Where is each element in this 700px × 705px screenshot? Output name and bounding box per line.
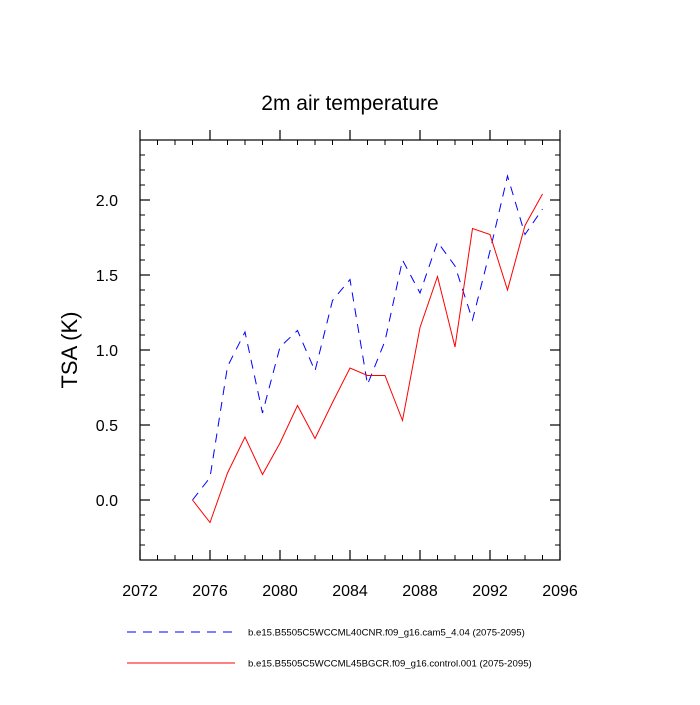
- x-tick-label: 2076: [192, 583, 228, 600]
- plot-frame: [139, 139, 561, 561]
- x-tick-label: 2088: [402, 583, 438, 600]
- series-lines: [192, 174, 543, 524]
- x-tick-label: 2072: [122, 583, 158, 600]
- legend-label-1: b.e15.B5505C5WCCML40CNR.f09_g16.cam5_4.0…: [248, 628, 525, 639]
- y-tick-label: 2.0: [96, 193, 118, 210]
- series-line-1: [192, 174, 543, 501]
- x-tick-label: 2084: [332, 583, 368, 600]
- y-axis-label: TSA (K): [57, 311, 82, 388]
- legend-label-2: b.e15.B5505C5WCCML45BGCR.f09_g16.control…: [248, 659, 532, 670]
- chart-title: 2m air temperature: [261, 92, 438, 115]
- y-tick-label: 0.5: [96, 418, 118, 435]
- series-line-2: [192, 193, 543, 524]
- y-tick-label: 1.0: [96, 343, 118, 360]
- minor-ticks: [140, 139, 560, 561]
- x-tick-label: 2080: [262, 583, 298, 600]
- major-ticks: [139, 130, 561, 560]
- tick-labels: 2072 2076 2080 2084 2088 2092 2096 0.0 0.5 1.0 1.5…: [96, 193, 578, 600]
- legend: b.e15.B5505C5WCCML40CNR.f09_g16.cam5_4.0…: [127, 628, 532, 670]
- x-tick-label: 2096: [542, 583, 578, 600]
- y-tick-label: 1.5: [96, 268, 118, 285]
- y-tick-label: 0.0: [96, 493, 118, 510]
- x-tick-label: 2092: [472, 583, 508, 600]
